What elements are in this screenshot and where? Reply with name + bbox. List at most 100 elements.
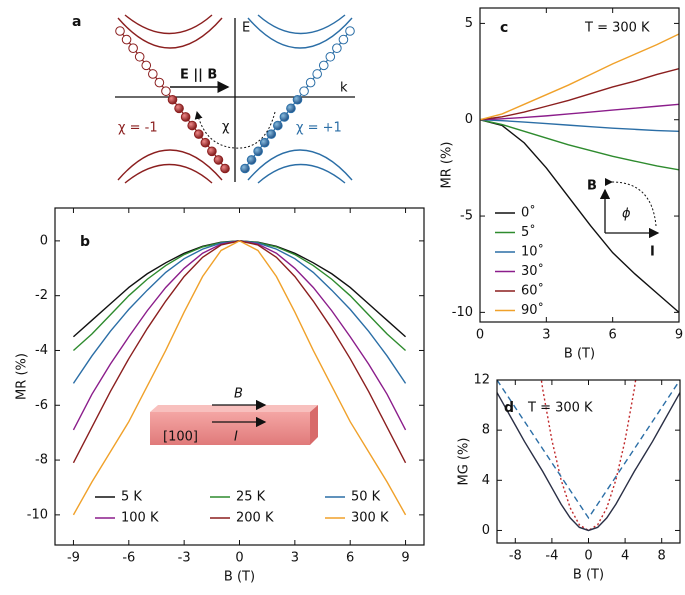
state <box>200 137 211 148</box>
panel: 0 3 6 9 5 0 -5 -10 B (T) MR (%) 0˚ 5˚ 10˚ 30˚ 60˚ 90˚ c T… <box>440 7 683 362</box>
series-line <box>480 103 679 121</box>
x-axis-label: B (T) <box>573 568 604 583</box>
state <box>273 120 283 131</box>
series-line <box>497 392 680 532</box>
legend-label: 200 K <box>236 511 274 526</box>
state <box>332 43 342 53</box>
state <box>318 60 329 71</box>
x-tick-label: 6 <box>609 328 617 343</box>
x-tick-label: -4 <box>545 549 558 564</box>
legend-label: 90˚ <box>521 302 544 318</box>
x-tick-label: 9 <box>675 328 683 343</box>
legend-label: 30˚ <box>521 263 544 279</box>
legend-label: 25 K <box>236 490 266 505</box>
crystal-inset: B I [100] <box>150 387 318 445</box>
legend-label: 10˚ <box>521 244 544 260</box>
state <box>253 146 263 157</box>
y-tick-label: 0 <box>40 233 48 248</box>
y-tick-label: 0 <box>482 523 490 538</box>
state <box>305 77 316 88</box>
state <box>141 60 152 71</box>
x-tick-label: 0 <box>476 328 484 343</box>
y-tick-label: -10 <box>452 305 473 320</box>
series-line <box>480 68 679 121</box>
x-tick-label: 4 <box>621 549 629 564</box>
annotation: T = 300 K <box>527 401 593 416</box>
series-line <box>72 240 407 338</box>
state <box>220 163 230 174</box>
inset-label: [100] <box>163 430 198 445</box>
panel-label: c <box>500 20 508 36</box>
state <box>167 94 178 105</box>
state <box>312 69 322 79</box>
x-axis-label: B (T) <box>224 570 255 585</box>
legend-label: 5˚ <box>521 224 536 240</box>
series-line <box>540 380 637 532</box>
axis-label: k <box>340 81 348 96</box>
pump-arrow <box>194 111 276 149</box>
state <box>286 103 296 114</box>
plot-frame <box>54 207 425 546</box>
axis-label: E <box>242 21 250 36</box>
x-tick-label: 3 <box>291 551 299 566</box>
state <box>128 43 138 53</box>
plot-frame <box>496 379 681 544</box>
series-line <box>480 33 679 121</box>
y-tick-label: 12 <box>473 373 490 388</box>
x-tick-label: 0 <box>584 549 592 564</box>
inset-label: I <box>650 245 655 260</box>
panel: -8 -4 0 4 8 0 4 8 12 B (T) MG (%) d T = 300 K <box>457 373 681 583</box>
legend-label: 60˚ <box>521 283 544 299</box>
inset-label: B <box>234 387 243 402</box>
pump-label: χ <box>222 120 230 135</box>
y-axis-label: MR (%) <box>15 353 30 400</box>
x-tick-label: -3 <box>178 551 191 566</box>
state <box>174 103 184 114</box>
state <box>266 129 277 139</box>
angle-arc <box>604 177 657 227</box>
plot-frame <box>479 7 680 323</box>
band-schematic: a E k E || B χ χ = -1 χ = +1 <box>72 14 355 184</box>
y-tick-label: 0 <box>465 112 473 127</box>
x-tick-label: -8 <box>509 549 522 564</box>
inset-label: I <box>234 430 238 445</box>
y-tick-label: -8 <box>35 453 48 468</box>
x-tick-label: 9 <box>401 551 409 566</box>
state <box>246 155 257 165</box>
angle-inset: B I ϕ <box>587 177 660 260</box>
x-tick-label: -6 <box>122 551 135 566</box>
state <box>299 86 309 96</box>
state <box>134 51 145 62</box>
x-tick-label: 0 <box>235 551 243 566</box>
x-axis-label: B (T) <box>564 347 595 362</box>
state <box>180 112 191 122</box>
panel: -9 -6 -3 0 3 6 9 0 -2 -4 -6 -8 -10 B (T) MR (%) 5 K 25 K… <box>15 207 425 585</box>
legend-label: 50 K <box>351 490 381 505</box>
y-axis-label: MG (%) <box>457 438 472 486</box>
state <box>345 26 355 36</box>
series-line <box>72 240 407 431</box>
state <box>325 51 336 62</box>
left-bands <box>117 14 223 184</box>
state <box>115 26 125 36</box>
state <box>207 146 217 157</box>
legend-label: 100 K <box>121 511 159 526</box>
panel-label: b <box>80 234 90 250</box>
y-tick-label: -2 <box>35 288 48 303</box>
series-line <box>72 240 407 384</box>
y-tick-label: -10 <box>27 507 48 522</box>
state <box>121 34 132 45</box>
y-tick-label: 8 <box>482 423 490 438</box>
slab-front <box>150 412 310 445</box>
field-label: E || B <box>180 68 217 83</box>
series-line <box>497 380 680 520</box>
slab-side <box>310 405 318 445</box>
state <box>193 129 204 139</box>
inset-label: B <box>587 179 597 194</box>
y-tick-label: 4 <box>482 473 490 488</box>
series-line <box>480 119 679 313</box>
state <box>240 163 250 174</box>
panel-label: a <box>72 14 81 30</box>
y-axis-label: MR (%) <box>440 142 455 189</box>
series-line <box>72 240 407 516</box>
